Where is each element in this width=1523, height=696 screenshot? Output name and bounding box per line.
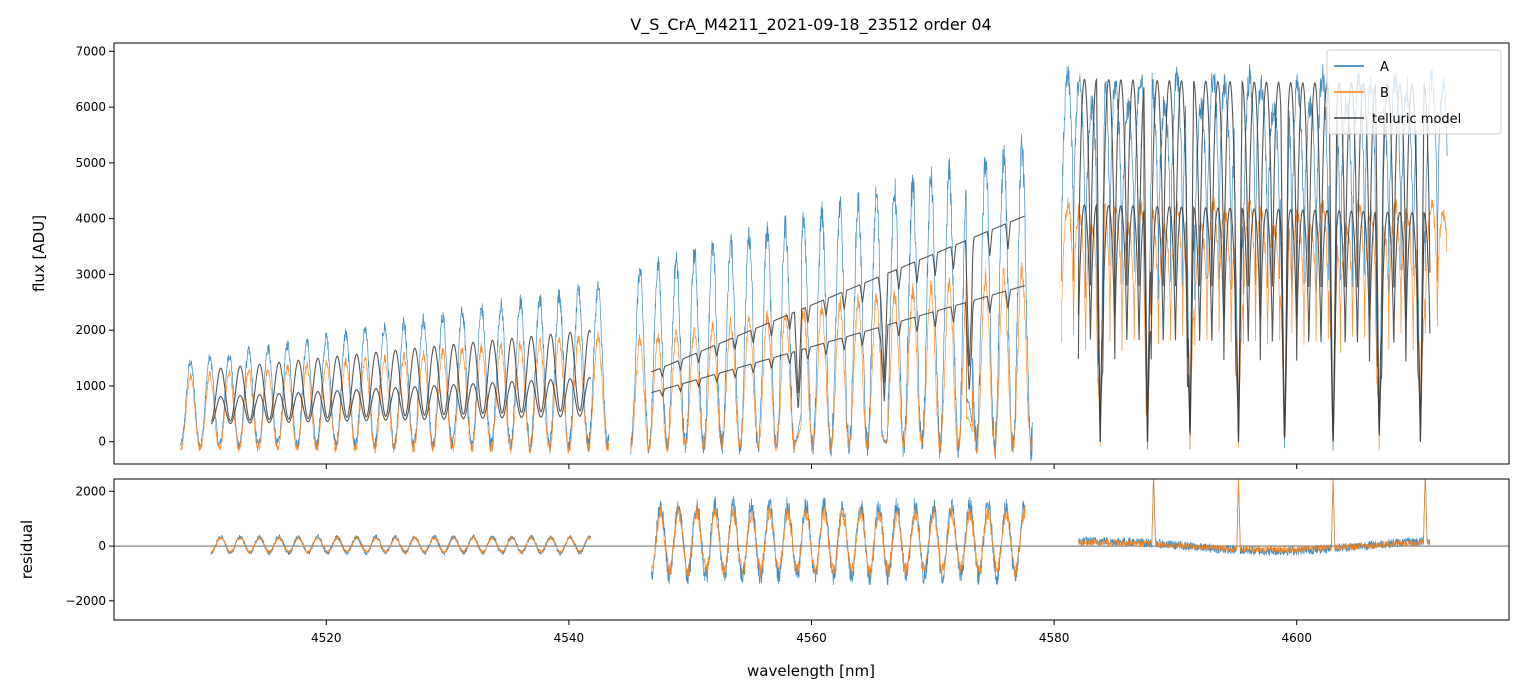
top-series-group <box>180 63 1448 462</box>
top-ytick-label: 2000 <box>75 323 106 337</box>
series-a-line <box>180 280 610 453</box>
top-ytick-label: 4000 <box>75 212 106 226</box>
telluric-model-line <box>651 215 1025 394</box>
bottom-y-ticks: −2000 0 2000 <box>65 484 114 608</box>
chart-title: V_S_CrA_M4211_2021-09-18_23512 order 04 <box>630 15 991 35</box>
telluric-model-line <box>210 377 592 425</box>
telluric-model-line <box>210 329 592 422</box>
top-y-axis-label: flux [ADU] <box>30 215 48 292</box>
legend-label-b: B <box>1380 86 1389 101</box>
top-y-ticks: 0 1000 2000 3000 4000 5000 6000 7000 <box>75 44 114 449</box>
top-panel: 0 1000 2000 3000 4000 5000 6000 7000 flux [ADU]… <box>30 42 1510 469</box>
legend-label-telluric: telluric model <box>1372 112 1461 127</box>
bottom-xtick-label: 4600 <box>1281 631 1312 645</box>
bottom-xtick-label: 4540 <box>554 631 585 645</box>
top-ytick-label: 1000 <box>75 379 106 393</box>
telluric-model-line <box>1077 203 1431 442</box>
bottom-xtick-label: 4520 <box>311 631 342 645</box>
residual-b-line <box>210 535 592 555</box>
top-x-ticks <box>325 464 1298 469</box>
bottom-ytick-label: −2000 <box>65 594 106 608</box>
bottom-panel: −2000 0 2000 4520 4540 4560 4580 4600 residual… <box>18 478 1510 680</box>
top-ytick-label: 3000 <box>75 267 106 281</box>
legend: A B telluric model <box>1326 49 1502 135</box>
top-ytick-label: 6000 <box>75 100 106 114</box>
bottom-plot-frame <box>113 478 1510 621</box>
bottom-xtick-label: 4560 <box>796 631 827 645</box>
series-a-line <box>1061 63 1448 451</box>
bottom-xtick-label: 4580 <box>1039 631 1070 645</box>
legend-box <box>1326 49 1502 135</box>
telluric-model-line <box>1077 77 1431 442</box>
bottom-ytick-label: 2000 <box>75 484 106 498</box>
bottom-ytick-label: 0 <box>98 539 106 553</box>
x-axis-label: wavelength [nm] <box>747 662 875 680</box>
bottom-series-group <box>210 479 1431 586</box>
series-b-line <box>180 330 610 455</box>
top-ytick-label: 5000 <box>75 156 106 170</box>
top-plot-frame <box>113 42 1510 465</box>
telluric-model-line <box>651 285 1025 408</box>
bottom-x-ticks: 4520 4540 4560 4580 4600 <box>311 620 1312 645</box>
series-b-line <box>630 262 1033 456</box>
top-ytick-label: 7000 <box>75 44 106 58</box>
legend-label-a: A <box>1380 60 1389 75</box>
residual-b-line <box>651 505 1026 578</box>
top-ytick-label: 0 <box>98 435 106 449</box>
residual-b-line <box>1078 479 1431 554</box>
bottom-y-axis-label: residual <box>18 520 36 579</box>
